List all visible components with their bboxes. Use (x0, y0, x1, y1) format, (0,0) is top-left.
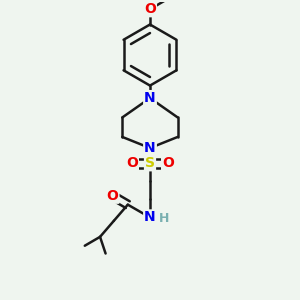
Text: O: O (144, 2, 156, 16)
Text: S: S (145, 156, 155, 170)
Text: N: N (144, 141, 156, 155)
Text: N: N (144, 91, 156, 105)
Text: O: O (106, 189, 119, 203)
Text: O: O (162, 156, 174, 170)
Text: N: N (144, 210, 156, 224)
Text: O: O (126, 156, 138, 170)
Text: H: H (159, 212, 169, 225)
